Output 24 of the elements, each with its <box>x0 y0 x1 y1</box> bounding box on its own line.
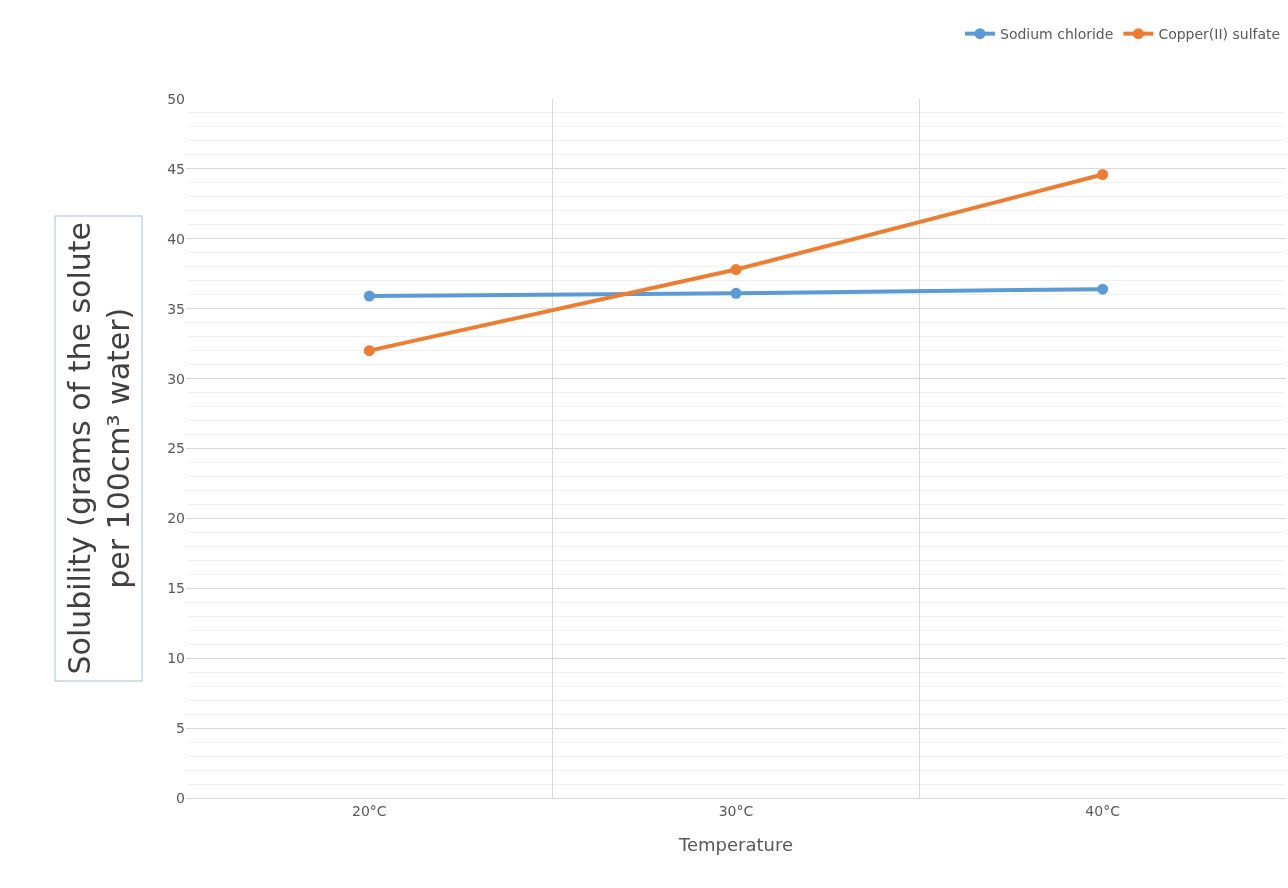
y-tick-label: 35 <box>167 300 185 317</box>
y-tick-label: 0 <box>176 789 185 806</box>
point <box>730 287 742 299</box>
point <box>363 345 375 357</box>
x-tick-label: 30°C <box>718 802 754 819</box>
y-tick-label: 5 <box>176 720 185 736</box>
y-tick-label: 20 <box>167 510 185 527</box>
point <box>1097 168 1109 180</box>
x-axis-title: Temperature <box>677 833 794 855</box>
x-tick-label: 40°C <box>1085 802 1121 819</box>
x-tick-label: 20°C <box>352 802 387 819</box>
legend-label: Sodium chloride <box>1000 26 1114 43</box>
point <box>1097 283 1109 295</box>
legend-label: Copper(II) sulfate <box>1158 26 1281 43</box>
y-axis-title: Solubility (grams of the solute per 100cm³ water) <box>61 222 136 675</box>
y-tick-label: 50 <box>167 90 185 107</box>
y-tick-label: 25 <box>167 440 185 457</box>
y-tick-label: 30 <box>167 370 185 387</box>
y-tick-label: 10 <box>167 650 185 667</box>
y-tick-label: 45 <box>167 160 185 177</box>
point <box>363 290 375 302</box>
point <box>730 264 742 276</box>
y-tick-label: 15 <box>167 580 185 597</box>
y-tick-label: 40 <box>167 230 185 247</box>
